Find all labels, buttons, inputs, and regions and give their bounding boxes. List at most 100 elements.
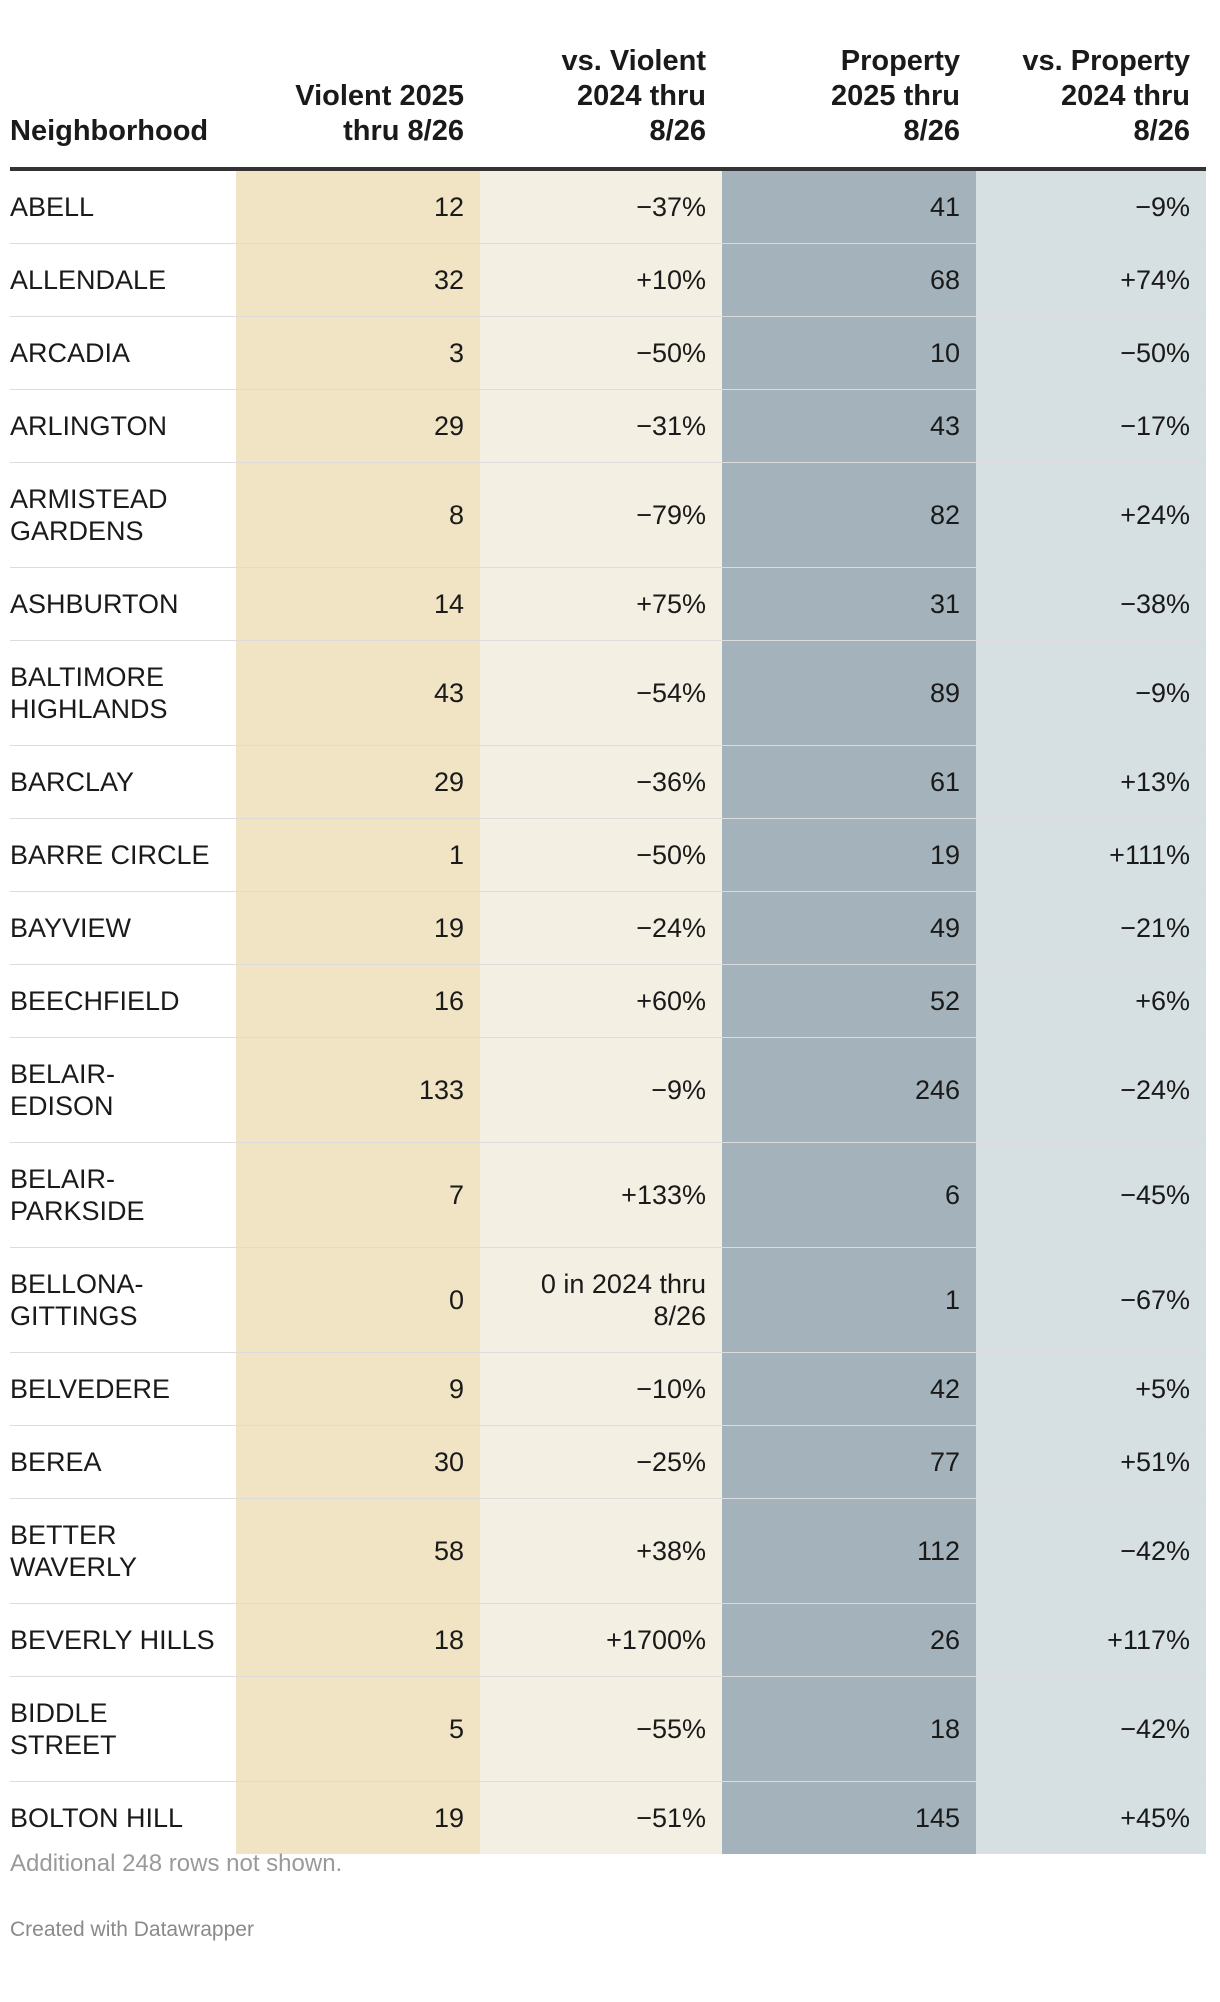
cell-vs-violent: −36% [480, 745, 722, 819]
cell-vs-property: −9% [976, 169, 1206, 244]
rows-not-shown-note: Additional 248 rows not shown. [10, 1850, 343, 1877]
cell-violent: 12 [236, 169, 480, 244]
column-header-property[interactable]: Property 2025 thru 8/26 [722, 38, 976, 171]
cell-line: +133% [621, 1180, 706, 1210]
cell-property: 89 [722, 640, 976, 746]
cell-neighborhood: ARLINGTON [10, 389, 236, 463]
cell-line: BOLTON HILL [10, 1803, 184, 1833]
cell-violent: 19 [236, 1781, 480, 1854]
header-line: 8/26 [1133, 115, 1190, 147]
cell-neighborhood: BEVERLY HILLS [10, 1603, 236, 1677]
cell-vs-violent: +38% [480, 1498, 722, 1604]
cell-neighborhood: ALLENDALE [10, 243, 236, 317]
cell-violent: 133 [236, 1037, 480, 1143]
column-header-vs-violent[interactable]: vs. Violent 2024 thru 8/26 [480, 38, 722, 171]
cell-property: 10 [722, 316, 976, 390]
cell-line: −79% [636, 500, 706, 530]
table-row[interactable]: BARRE CIRCLE 1 −50% 19 +111% [10, 818, 1206, 892]
table-header: Neighborhood Violent 2025 thru 8/26 vs. … [10, 38, 1206, 171]
column-header-vs-property[interactable]: vs. Property 2024 thru 8/26 [976, 38, 1206, 171]
column-header-violent[interactable]: Violent 2025 thru 8/26 [236, 38, 480, 171]
table-row[interactable]: BIDDLE STREET 5 −55% 18 −42% [10, 1676, 1206, 1782]
cell-violent: 19 [236, 891, 480, 965]
table-row[interactable]: BETTER WAVERLY 58 +38% 112 −42% [10, 1498, 1206, 1604]
table-row[interactable]: ARMISTEAD GARDENS 8 −79% 82 +24% [10, 462, 1206, 568]
cell-vs-property: +117% [976, 1603, 1206, 1677]
cell-line: GITTINGS [10, 1301, 138, 1331]
cell-vs-property: −67% [976, 1247, 1206, 1353]
cell-neighborhood: ARMISTEAD GARDENS [10, 462, 236, 568]
cell-neighborhood: ARCADIA [10, 316, 236, 390]
cell-vs-property: −42% [976, 1498, 1206, 1604]
cell-vs-property: +111% [976, 818, 1206, 892]
cell-line: BELVEDERE [10, 1374, 171, 1404]
cell-vs-violent: −10% [480, 1352, 722, 1426]
cell-violent: 9 [236, 1352, 480, 1426]
table-row[interactable]: BEREA 30 −25% 77 +51% [10, 1425, 1206, 1499]
cell-line: BAYVIEW [10, 913, 132, 943]
header-line: Violent 2025 [295, 80, 464, 112]
table-row[interactable]: BEVERLY HILLS 18 +1700% 26 +117% [10, 1603, 1206, 1677]
datawrapper-credit: Created with Datawrapper [10, 1918, 254, 1941]
cell-line: −50% [636, 840, 706, 870]
cell-line: WAVERLY [10, 1552, 138, 1582]
cell-violent: 5 [236, 1676, 480, 1782]
cell-violent: 29 [236, 389, 480, 463]
crime-table: Neighborhood Violent 2025 thru 8/26 vs. … [10, 38, 1206, 1854]
table-row[interactable]: ARLINGTON 29 −31% 43 −17% [10, 389, 1206, 463]
cell-neighborhood: BELVEDERE [10, 1352, 236, 1426]
table-row[interactable]: ARCADIA 3 −50% 10 −50% [10, 316, 1206, 390]
cell-vs-property: −17% [976, 389, 1206, 463]
table-row[interactable]: BALTIMORE HIGHLANDS 43 −54% 89 −9% [10, 640, 1206, 746]
cell-vs-property: −38% [976, 567, 1206, 641]
table-row[interactable]: ALLENDALE 32 +10% 68 +74% [10, 243, 1206, 317]
table-row[interactable]: BELAIR- EDISON 133 −9% 246 −24% [10, 1037, 1206, 1143]
table-row[interactable]: BAYVIEW 19 −24% 49 −21% [10, 891, 1206, 965]
cell-line: −31% [636, 411, 706, 441]
cell-line: −10% [636, 1374, 706, 1404]
column-header-neighborhood[interactable]: Neighborhood [10, 38, 236, 171]
cell-property: 52 [722, 964, 976, 1038]
cell-property: 145 [722, 1781, 976, 1854]
cell-line: BELAIR- [10, 1164, 116, 1194]
cell-line: GARDENS [10, 516, 144, 546]
cell-vs-violent: −25% [480, 1425, 722, 1499]
cell-violent: 16 [236, 964, 480, 1038]
table-row[interactable]: ABELL 12 −37% 41 −9% [10, 169, 1206, 244]
cell-line: BELLONA- [10, 1269, 144, 1299]
cell-neighborhood: BELLONA- GITTINGS [10, 1247, 236, 1353]
table-row[interactable]: ASHBURTON 14 +75% 31 −38% [10, 567, 1206, 641]
cell-line: −37% [636, 192, 706, 222]
table-row[interactable]: BEECHFIELD 16 +60% 52 +6% [10, 964, 1206, 1038]
cell-violent: 58 [236, 1498, 480, 1604]
table-row[interactable]: BELLONA- GITTINGS 0 0 in 2024 thru 8/26 1 −67% [10, 1247, 1206, 1353]
header-line: 8/26 [903, 115, 960, 147]
table-row[interactable]: BARCLAY 29 −36% 61 +13% [10, 745, 1206, 819]
cell-property: 77 [722, 1425, 976, 1499]
cell-vs-violent: −51% [480, 1781, 722, 1854]
table-row[interactable]: BELVEDERE 9 −10% 42 +5% [10, 1352, 1206, 1426]
cell-vs-violent: +1700% [480, 1603, 722, 1677]
cell-property: 112 [722, 1498, 976, 1604]
cell-line: −36% [636, 767, 706, 797]
cell-neighborhood: BELAIR- EDISON [10, 1037, 236, 1143]
cell-neighborhood: BOLTON HILL [10, 1782, 236, 1855]
cell-neighborhood: BARCLAY [10, 745, 236, 819]
cell-neighborhood: BELAIR- PARKSIDE [10, 1142, 236, 1248]
header-line: vs. Violent [561, 45, 706, 77]
header-line: vs. Property [1022, 45, 1190, 77]
cell-vs-property: +51% [976, 1425, 1206, 1499]
cell-property: 19 [722, 818, 976, 892]
cell-violent: 14 [236, 567, 480, 641]
cell-vs-property: −21% [976, 891, 1206, 965]
cell-line: 0 in 2024 thru [540, 1269, 706, 1299]
cell-violent: 1 [236, 818, 480, 892]
cell-vs-property: −45% [976, 1142, 1206, 1248]
cell-vs-violent: 0 in 2024 thru 8/26 [480, 1247, 722, 1353]
cell-neighborhood: BAYVIEW [10, 891, 236, 965]
table-row[interactable]: BELAIR- PARKSIDE 7 +133% 6 −45% [10, 1142, 1206, 1248]
table-row[interactable]: BOLTON HILL 19 −51% 145 +45% [10, 1781, 1206, 1855]
cell-line: BEECHFIELD [10, 986, 180, 1016]
cell-line: −50% [636, 338, 706, 368]
cell-vs-property: −50% [976, 316, 1206, 390]
